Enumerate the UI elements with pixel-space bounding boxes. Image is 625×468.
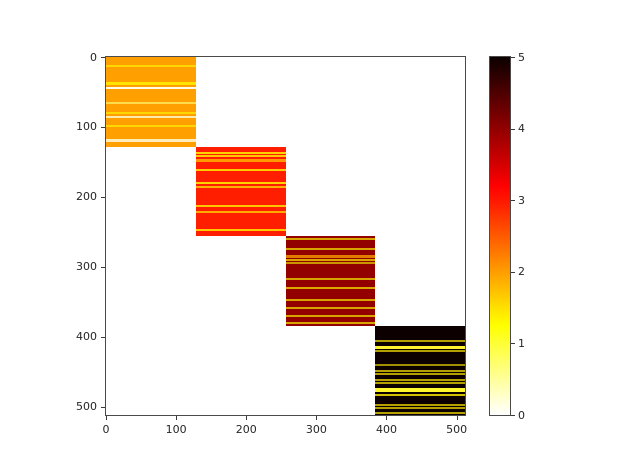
- heatmap-stripe: [285, 298, 376, 301]
- heatmap-block: [285, 236, 376, 326]
- heatmap-stripe: [285, 286, 376, 289]
- heatmap-stripe: [285, 322, 376, 325]
- colorbar-tick-label: 5: [518, 50, 525, 64]
- heatmap-stripe: [285, 258, 376, 261]
- colorbar: [489, 56, 511, 416]
- heatmap-stripe: [375, 363, 465, 366]
- x-tick-label: 500: [446, 423, 468, 436]
- heatmap-stripe: [195, 181, 286, 184]
- heatmap-stripe: [195, 155, 286, 158]
- x-tick-label: 0: [102, 423, 110, 436]
- x-tick-mark: [176, 416, 178, 420]
- y-tick-mark: [101, 126, 105, 128]
- x-tick-label: 200: [235, 423, 257, 436]
- heatmap-stripe: [285, 277, 376, 280]
- heatmap-stripe: [375, 404, 465, 407]
- heatmap-stripe: [285, 255, 376, 259]
- heatmap-stripe: [375, 346, 465, 350]
- colorbar-tick-mark: [511, 200, 515, 202]
- y-tick-label: 100: [76, 120, 97, 134]
- heatmap-stripe: [375, 393, 465, 396]
- x-tick-label: 300: [305, 423, 327, 436]
- heatmap-stripe: [195, 151, 286, 154]
- heatmap-stripe: [195, 158, 286, 162]
- x-tick-mark: [246, 416, 248, 420]
- colorbar-tick-mark: [511, 271, 515, 273]
- colorbar-tick-label: 2: [518, 265, 525, 279]
- heatmap-stripe: [195, 229, 286, 232]
- heatmap-stripe: [375, 379, 465, 382]
- heatmap-block: [106, 57, 196, 147]
- colorbar-tick-mark: [511, 128, 515, 130]
- heatmap-plot-area: [105, 56, 466, 416]
- heatmap-stripe: [375, 339, 465, 342]
- heatmap-stripe: [285, 261, 376, 264]
- y-tick-mark: [101, 406, 105, 408]
- heatmap-stripe: [195, 186, 286, 189]
- heatmap-stripe: [106, 82, 196, 86]
- heatmap-stripe: [106, 86, 196, 89]
- x-tick-label: 100: [165, 423, 187, 436]
- heatmap-stripe: [375, 372, 465, 375]
- heatmap-stripe: [375, 349, 465, 352]
- y-tick-label: 0: [90, 50, 97, 64]
- x-tick-mark: [386, 416, 388, 420]
- x-tick-label: 400: [375, 423, 397, 436]
- colorbar-tick-mark: [511, 343, 515, 345]
- heatmap-stripe: [106, 102, 196, 105]
- y-tick-label: 500: [76, 400, 97, 414]
- heatmap-stripe: [375, 407, 465, 409]
- y-tick-label: 300: [76, 260, 97, 274]
- heatmap-stripe: [375, 411, 465, 414]
- heatmap-stripe: [285, 307, 376, 310]
- y-tick-mark: [101, 266, 105, 268]
- heatmap-stripe: [285, 237, 376, 240]
- heatmap-stripe: [195, 204, 286, 207]
- heatmap-stripe: [195, 211, 286, 214]
- heatmap-stripe: [106, 116, 196, 119]
- heatmap-stripe: [106, 139, 196, 143]
- heatmap-stripe: [106, 125, 196, 128]
- x-tick-mark: [456, 416, 458, 420]
- x-tick-mark: [316, 416, 318, 420]
- y-tick-mark: [101, 336, 105, 338]
- x-tick-mark: [106, 416, 107, 420]
- heatmap-stripe: [195, 169, 286, 172]
- colorbar-tick-label: 1: [518, 336, 525, 350]
- colorbar-tick-mark: [511, 415, 515, 416]
- colorbar-tick-label: 0: [518, 408, 525, 422]
- y-tick-mark: [101, 196, 105, 198]
- heatmap-stripe: [106, 111, 196, 114]
- y-tick-label: 200: [76, 190, 97, 204]
- heatmap-stripe: [375, 387, 465, 392]
- heatmap-stripe: [375, 381, 465, 384]
- colorbar-tick-mark: [511, 57, 515, 58]
- colorbar-tick-label: 4: [518, 122, 525, 136]
- heatmap-stripe: [285, 314, 376, 317]
- heatmap-block: [375, 325, 465, 415]
- heatmap-stripe: [375, 369, 465, 372]
- y-tick-label: 400: [76, 330, 97, 344]
- heatmap-block: [195, 146, 286, 236]
- y-tick-mark: [101, 57, 105, 58]
- heatmap-stripe: [106, 65, 196, 68]
- colorbar-tick-label: 3: [518, 193, 525, 207]
- heatmap-stripe: [285, 248, 376, 251]
